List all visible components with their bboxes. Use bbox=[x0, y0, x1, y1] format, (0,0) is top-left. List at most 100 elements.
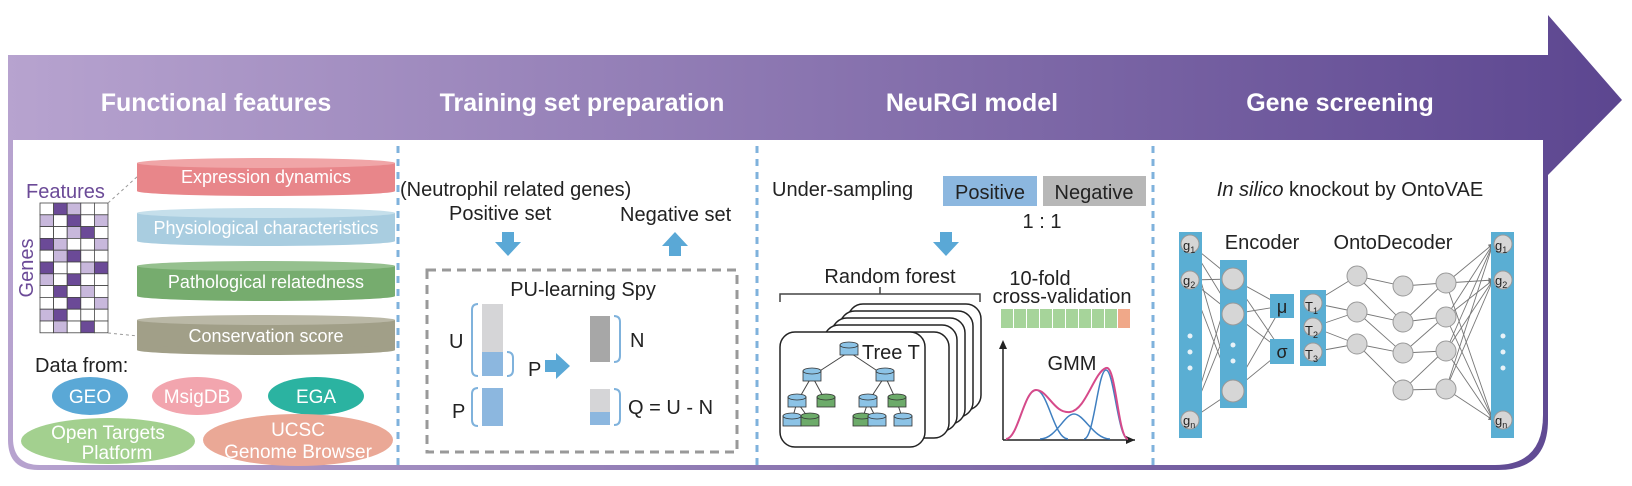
matrix-cell bbox=[39, 296, 55, 310]
negative-box bbox=[1043, 176, 1146, 206]
input-node bbox=[1180, 270, 1200, 290]
matrix-cell bbox=[80, 296, 95, 310]
input-ellipsis-dot bbox=[1187, 365, 1193, 371]
tree-leaf-top bbox=[867, 412, 887, 420]
tree-leaf-top bbox=[887, 393, 907, 401]
output-ellipsis-dot bbox=[1500, 333, 1506, 339]
down-arrow-positive bbox=[495, 232, 521, 256]
up-arrow-negative bbox=[662, 232, 688, 256]
ratio-label: 1 : 1 bbox=[1023, 211, 1062, 233]
cv-fold bbox=[1079, 309, 1091, 328]
content-panel bbox=[13, 140, 1543, 465]
matrix-cell bbox=[66, 214, 82, 228]
decoder-node bbox=[1435, 340, 1457, 362]
n-bracket bbox=[613, 315, 621, 363]
output-g2-label: g2 bbox=[1495, 273, 1507, 290]
term-t2-label: T2 bbox=[1305, 323, 1318, 340]
term-t3-label: T3 bbox=[1305, 347, 1318, 364]
matrix-cell bbox=[53, 249, 68, 263]
matrix-cell bbox=[94, 320, 109, 334]
tree-t-label: Tree T bbox=[862, 342, 920, 364]
q-bracket bbox=[613, 388, 621, 426]
matrix-cell bbox=[39, 320, 55, 334]
positive-box bbox=[943, 176, 1037, 206]
output-ellipsis-dot bbox=[1500, 365, 1506, 371]
vae-edge bbox=[1445, 243, 1494, 352]
vae-edge bbox=[1356, 275, 1404, 323]
matrix-cell bbox=[53, 285, 68, 298]
tree-leaf-top bbox=[800, 412, 820, 420]
tree-node-top bbox=[858, 393, 878, 401]
n-label: N bbox=[630, 330, 644, 352]
svg-text:Expression dynamics: Expression dynamics bbox=[181, 167, 351, 187]
decoder-node bbox=[1392, 275, 1414, 297]
svg-text:GEO: GEO bbox=[69, 387, 111, 408]
svg-text:UCSC: UCSC bbox=[271, 420, 325, 441]
features-label: Features bbox=[26, 181, 105, 203]
matrix-cell bbox=[66, 261, 82, 275]
matrix-cell bbox=[39, 214, 55, 228]
encoder-label: Encoder bbox=[1225, 232, 1300, 254]
tree-leaf-top bbox=[816, 393, 836, 401]
svg-text:Open Targets: Open Targets bbox=[51, 423, 165, 444]
pu-learning-title: PU-learning Spy bbox=[510, 279, 656, 301]
svg-text:Platform: Platform bbox=[82, 443, 153, 464]
decoder-node bbox=[1392, 342, 1414, 364]
sigma-node bbox=[1270, 339, 1294, 364]
decoder-node bbox=[1346, 301, 1368, 323]
term-node bbox=[1303, 293, 1323, 313]
matrix-cell bbox=[94, 296, 109, 310]
matrix-cell bbox=[66, 296, 82, 310]
tree-node-top bbox=[802, 367, 822, 375]
decoder-node bbox=[1392, 311, 1414, 333]
decoder-label: OntoDecoder bbox=[1334, 232, 1453, 254]
vae-edge bbox=[1445, 282, 1495, 421]
positive-box-label: Positive bbox=[955, 182, 1025, 204]
encoder-node bbox=[1221, 267, 1245, 291]
decoder-node bbox=[1346, 333, 1368, 355]
decoder-node bbox=[1435, 306, 1457, 328]
output-node bbox=[1493, 410, 1513, 430]
matrix-cell bbox=[66, 320, 82, 334]
decoder-node bbox=[1435, 378, 1457, 400]
vae-edge bbox=[1445, 350, 1494, 421]
term-node bbox=[1303, 342, 1323, 362]
pu-learning-box bbox=[425, 268, 739, 454]
matrix-cell bbox=[80, 202, 95, 216]
encoder-ellipsis-dot bbox=[1230, 358, 1236, 364]
matrix-cell bbox=[94, 202, 109, 216]
header-neurgi-model: NeuRGI model bbox=[886, 89, 1058, 117]
matrix-cell bbox=[66, 249, 82, 263]
matrix-cell bbox=[94, 308, 109, 322]
output-g1-label: g1 bbox=[1495, 238, 1507, 255]
matrix-cell bbox=[39, 308, 55, 322]
vae-edge bbox=[1445, 243, 1495, 390]
u-bar-spy bbox=[482, 352, 503, 376]
gmm-mixture bbox=[1005, 366, 1129, 440]
cv-fold bbox=[1027, 309, 1039, 328]
matrix-cell bbox=[94, 237, 109, 251]
cv-fold bbox=[1118, 309, 1130, 328]
input-ellipsis-dot bbox=[1187, 333, 1193, 339]
header-training-set: Training set preparation bbox=[440, 89, 725, 117]
matrix-cell bbox=[80, 249, 95, 263]
svg-text:EGA: EGA bbox=[296, 387, 336, 408]
random-forest-label: Random forest bbox=[824, 266, 956, 288]
source-geo: GEO bbox=[52, 377, 128, 415]
u-label: U bbox=[449, 331, 463, 353]
n-bar bbox=[590, 316, 610, 362]
encoder-node bbox=[1221, 379, 1245, 403]
matrix-link-top bbox=[107, 175, 139, 204]
gmm-component-2 bbox=[1039, 413, 1111, 440]
cross-validation-folds bbox=[1001, 309, 1130, 328]
matrix-cell bbox=[53, 261, 68, 275]
svg-text:Physiological characteristics: Physiological characteristics bbox=[153, 218, 378, 238]
input-ellipsis-dot bbox=[1187, 349, 1193, 355]
genes-label: Genes bbox=[16, 239, 38, 298]
vae-edge bbox=[1445, 279, 1494, 390]
input-g1-label: g1 bbox=[1183, 238, 1195, 255]
matrix-cell bbox=[39, 273, 55, 286]
matrix-cell bbox=[39, 237, 55, 251]
p-label: P bbox=[452, 401, 465, 423]
